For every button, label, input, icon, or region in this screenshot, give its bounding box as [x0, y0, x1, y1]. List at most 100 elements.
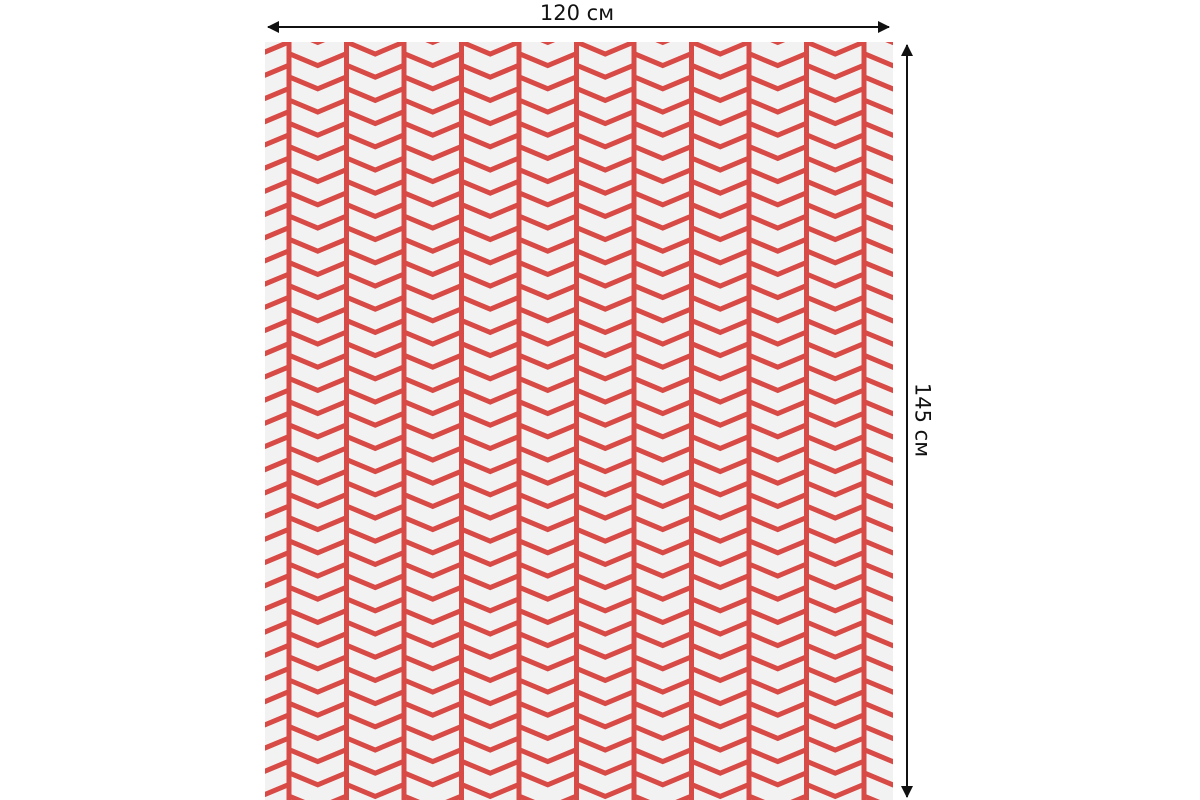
- chevron-mark: [748, 97, 808, 115]
- chevron-mark: [403, 515, 463, 533]
- chevron-mark: [288, 654, 348, 672]
- chevron-mark: [575, 341, 635, 359]
- chevron-mark: [748, 120, 808, 138]
- chevron-mark: [345, 62, 405, 80]
- chevron-mark: [345, 596, 405, 614]
- chevron-mark: [460, 712, 520, 730]
- chevron-mark: [265, 526, 290, 542]
- chevron-mark: [863, 51, 893, 69]
- chevron-mark: [575, 62, 635, 80]
- chevron-mark: [633, 631, 693, 649]
- chevron-mark: [748, 445, 808, 463]
- chevron-mark: [288, 97, 348, 115]
- chevron-mark: [748, 677, 808, 695]
- chevron-mark: [518, 260, 578, 278]
- chevron-mark: [345, 271, 405, 289]
- chevron-mark: [575, 294, 635, 312]
- chevron-mark: [690, 712, 750, 730]
- chevron-mark: [345, 480, 405, 498]
- chevron-mark: [345, 155, 405, 173]
- chevron-mark: [347, 19, 405, 31]
- chevron-mark: [922, 761, 980, 773]
- chevron-mark: [575, 712, 635, 730]
- chevron-mark: [922, 506, 980, 518]
- chevron-mark: [690, 271, 750, 289]
- chevron-mark: [575, 410, 635, 428]
- chevron-mark: [633, 584, 693, 602]
- chevron-mark: [345, 341, 405, 359]
- chevron-mark: [460, 271, 520, 289]
- chevron-mark: [575, 480, 635, 498]
- chevron-mark: [805, 503, 865, 521]
- chevron-mark: [863, 700, 893, 718]
- chevron-mark: [633, 515, 693, 533]
- chevron-mark: [575, 689, 635, 707]
- chevron-mark: [518, 492, 578, 510]
- chevron-mark: [748, 399, 808, 417]
- chevron-mark: [310, 42, 326, 46]
- chevron-mark: [748, 608, 808, 626]
- chevron-mark: [748, 654, 808, 672]
- chevron-mark: [345, 782, 405, 800]
- chevron-mark: [575, 526, 635, 544]
- chevron-mark: [403, 120, 463, 138]
- chevron-mark: [345, 248, 405, 266]
- chevron-mark: [575, 178, 635, 196]
- chevron-mark: [288, 608, 348, 626]
- chevron-mark: [748, 352, 808, 370]
- chevron-mark: [345, 735, 405, 753]
- chevron-mark: [265, 132, 290, 148]
- chevron-mark: [748, 422, 808, 440]
- chevron-mark: [633, 538, 693, 556]
- chevron-mark: [345, 666, 405, 684]
- chevron-mark: [922, 19, 980, 31]
- chevron-mark: [265, 178, 290, 194]
- chevron-mark: [403, 306, 463, 324]
- width-dimension-label: 120 см: [539, 1, 615, 25]
- chevron-mark: [863, 190, 893, 208]
- chevron-mark: [690, 294, 750, 312]
- chevron-mark: [345, 550, 405, 568]
- chevron-mark: [403, 492, 463, 510]
- chevron-mark: [575, 387, 635, 405]
- chevron-mark: [690, 109, 750, 127]
- chevron-mark: [265, 387, 290, 403]
- chevron-mark: [575, 202, 635, 220]
- chevron-mark: [805, 387, 865, 405]
- chevron-mark: [805, 178, 865, 196]
- chevron-mark: [345, 410, 405, 428]
- chevron-mark: [518, 329, 578, 347]
- chevron-mark: [345, 86, 405, 104]
- height-dimension-label: 145 см: [910, 382, 935, 458]
- chevron-mark: [345, 387, 405, 405]
- chevron-mark: [690, 42, 750, 57]
- chevron-mark: [460, 642, 520, 660]
- chevron-mark: [288, 213, 348, 231]
- chevron-mark: [575, 457, 635, 475]
- chevron-mark: [770, 42, 786, 46]
- chevron-mark: [805, 573, 865, 591]
- chevron-mark: [655, 42, 671, 46]
- chevron-mark: [265, 550, 290, 566]
- chevron-mark: [345, 457, 405, 475]
- chevron-mark: [805, 42, 865, 57]
- chevron-mark: [265, 712, 290, 728]
- chevron-mark: [748, 213, 808, 231]
- chevron-mark: [690, 550, 750, 568]
- chevron-mark: [633, 608, 693, 626]
- chevron-mark: [575, 364, 635, 382]
- chevron-mark: [863, 97, 893, 115]
- chevron-mark: [403, 144, 463, 162]
- chevron-mark: [345, 202, 405, 220]
- chevron-mark: [518, 654, 578, 672]
- chevron-mark: [748, 468, 808, 486]
- chevron-mark: [460, 62, 520, 80]
- chevron-mark: [922, 65, 980, 77]
- chevron-mark: [460, 410, 520, 428]
- chevron-mark: [805, 457, 865, 475]
- chevron-mark: [403, 584, 463, 602]
- chevron-mark: [805, 202, 865, 220]
- chevron-mark: [690, 503, 750, 521]
- chevron-mark: [863, 538, 893, 556]
- chevron-mark: [460, 155, 520, 173]
